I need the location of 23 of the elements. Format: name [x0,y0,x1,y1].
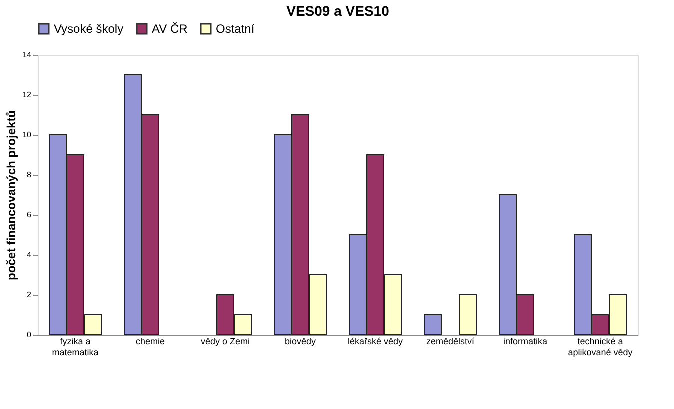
x-tick-label: fyzika a matematika [52,336,99,358]
y-tick-label: 10 [22,130,32,140]
x-tick-label: lékařské vědy [348,336,404,346]
x-tick-label: informatika [503,336,548,346]
legend-label: AV ČR [152,22,188,36]
x-tick-label: zemědělství [426,336,476,346]
x-tick-label: vědy o Zemi [200,336,250,346]
x-tick-label: chemie [136,336,166,346]
y-tick-label: 8 [27,170,32,180]
legend-label: Ostatní [216,22,256,36]
x-tick-label: technické a aplikované vědy [568,336,634,358]
bar [424,314,442,336]
legend-label: Vysoké školy [54,22,124,36]
y-axis-title: počet financovaných projektů [4,110,19,281]
y-tick-label: 6 [27,210,32,220]
y-tick-label: 0 [27,330,32,340]
y-tick-label: 2 [27,290,32,300]
y-tick-label: 4 [27,250,32,260]
bar [459,294,477,336]
y-tick-label: 12 [22,90,32,100]
chart-title: VES09 a VES10 [286,3,390,19]
y-tick-label: 14 [22,50,32,60]
x-tick-label: biovědy [284,336,317,346]
